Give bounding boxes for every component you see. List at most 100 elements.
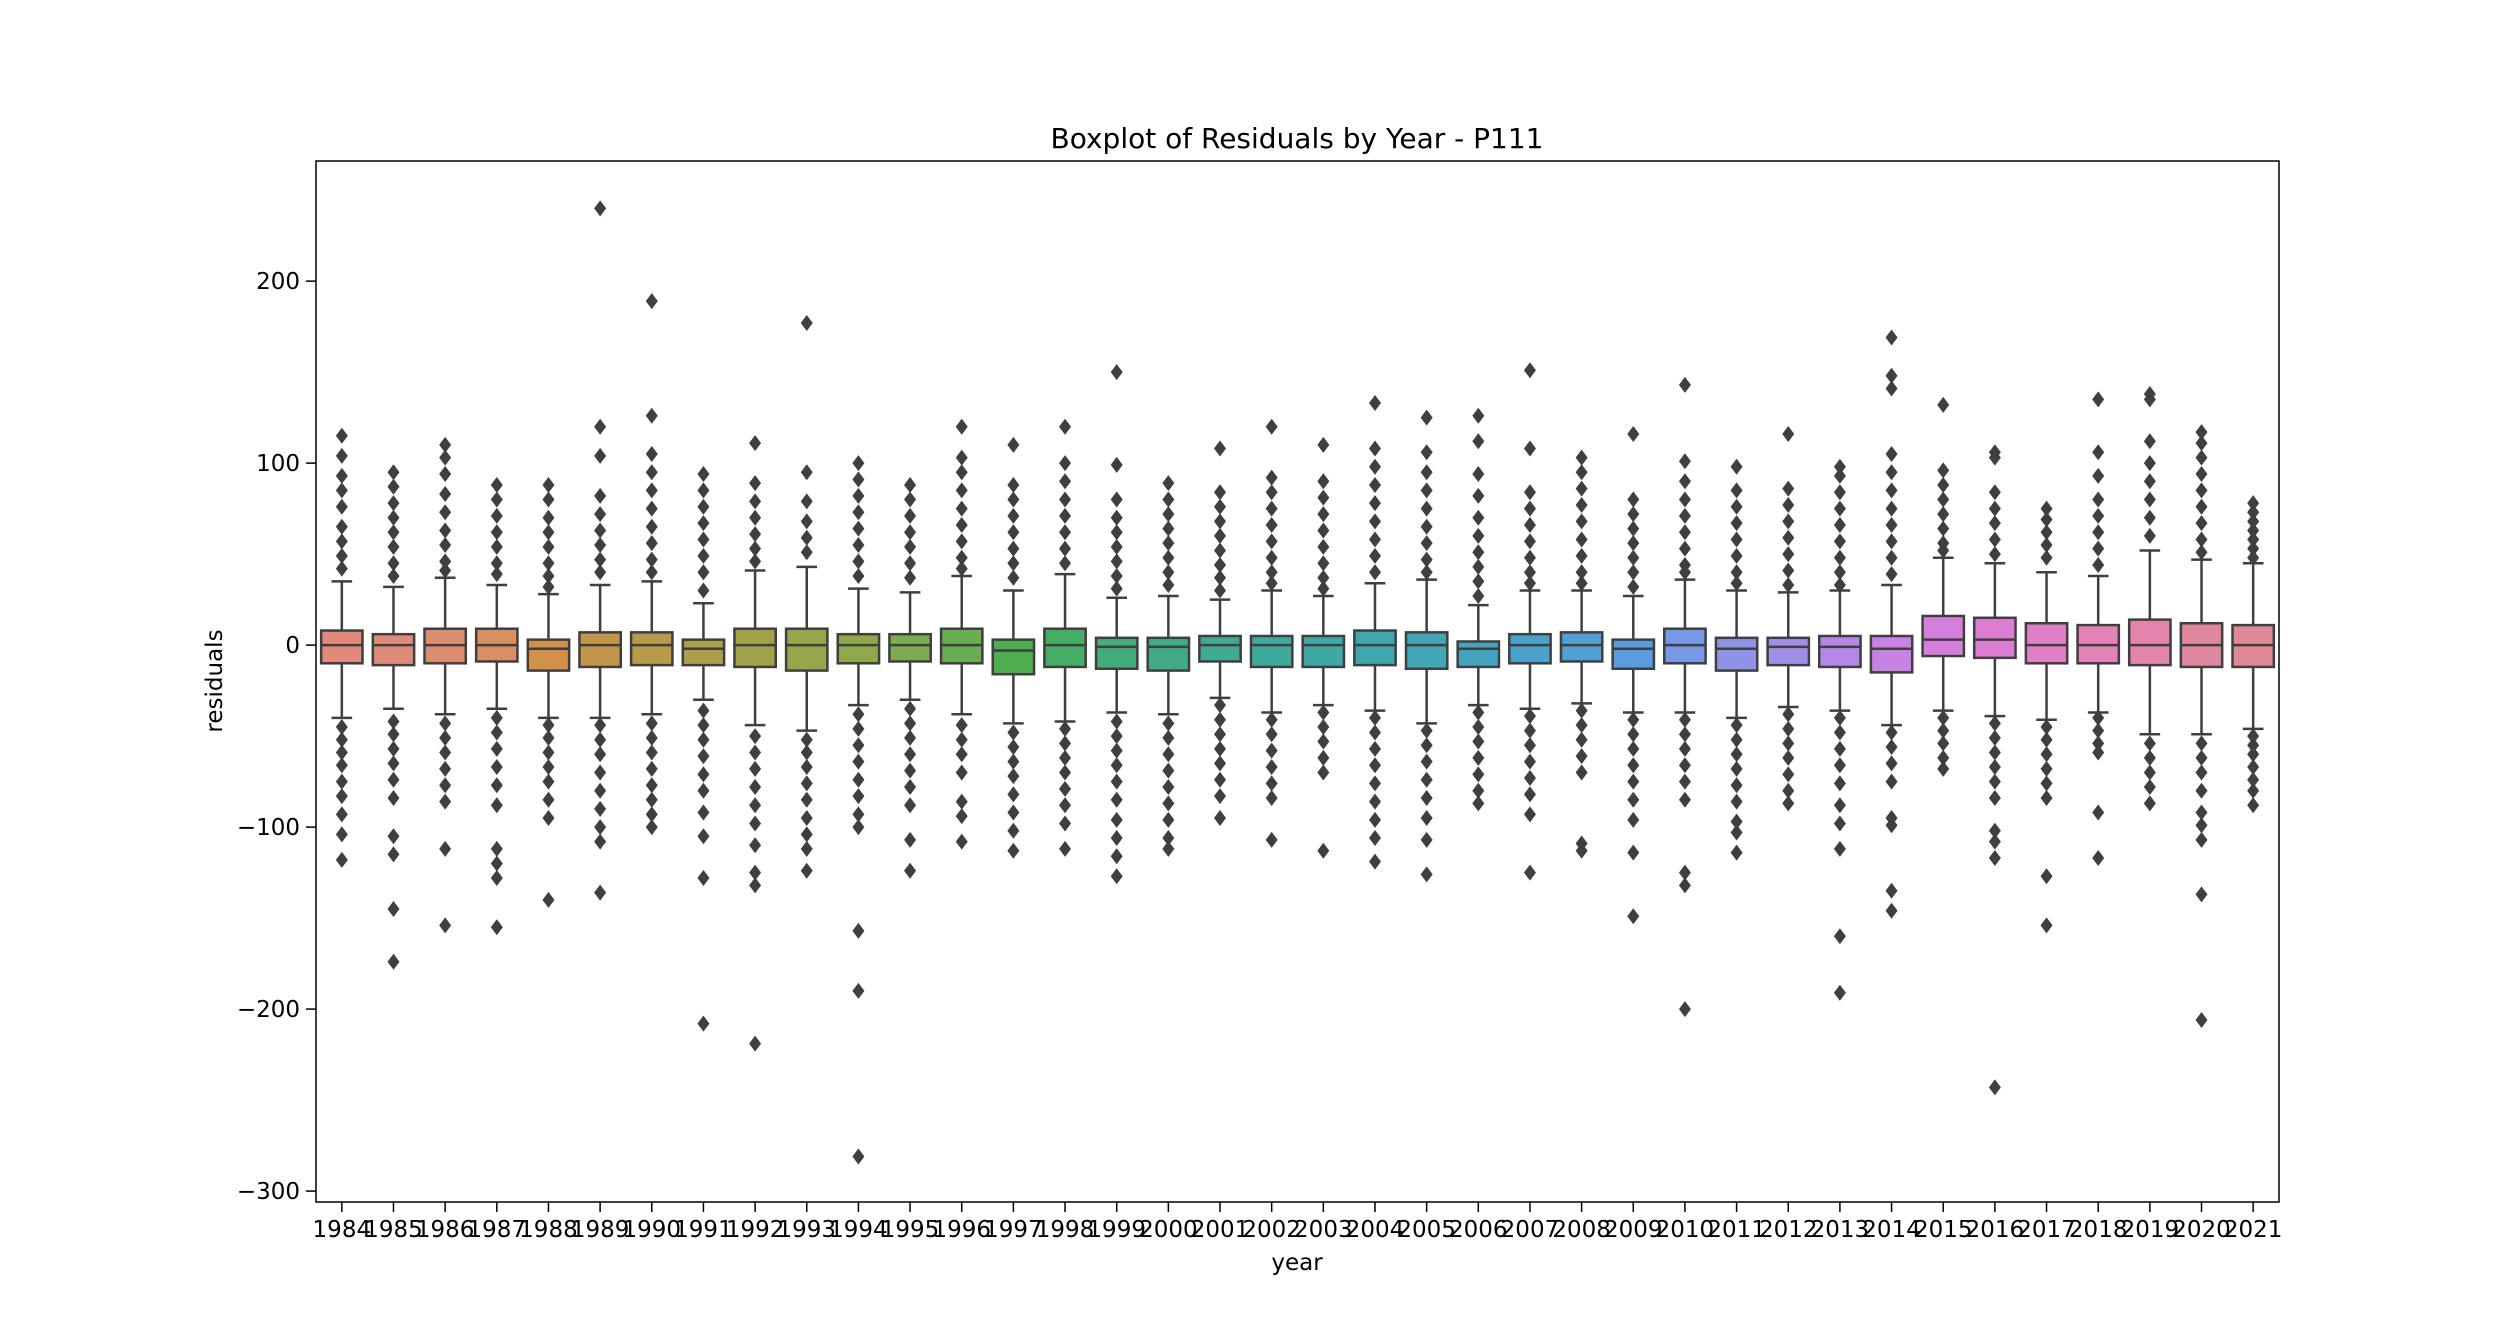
outlier-point — [904, 524, 917, 541]
outlier-point — [904, 746, 917, 763]
outlier-point — [1730, 547, 1743, 564]
outlier-point — [904, 729, 917, 746]
outlier-point — [645, 407, 658, 424]
outlier-point — [2092, 391, 2105, 408]
outlier-point — [594, 418, 607, 435]
outlier-point — [2092, 722, 2105, 739]
outlier-point — [2040, 537, 2053, 554]
outlier-point — [542, 891, 555, 908]
outlier-point — [852, 806, 865, 823]
outlier-point — [1059, 455, 1072, 472]
y-axis: 200 100 0 −100 −200 −300 — [237, 269, 316, 1205]
chart-title: Boxplot of Residuals by Year - P111 — [1051, 122, 1544, 155]
outlier-point — [490, 491, 503, 508]
outlier-point — [1988, 515, 2001, 532]
outlier-point — [542, 567, 555, 584]
outlier-point — [1007, 724, 1020, 741]
outlier-point — [1472, 733, 1485, 750]
outlier-point — [1214, 527, 1227, 544]
outlier-point — [1782, 425, 1795, 442]
outlier-point — [1368, 757, 1381, 774]
outlier-point — [1988, 531, 2001, 548]
outlier-point — [1265, 500, 1278, 517]
y-tick-label: 200 — [256, 269, 300, 295]
x-tick-label: 2020 — [2172, 1217, 2231, 1243]
box-iqr — [733, 627, 778, 669]
outlier-point — [594, 564, 607, 581]
outlier-point — [387, 828, 400, 845]
outlier-point — [1575, 464, 1588, 481]
x-tick-label: 1992 — [726, 1217, 785, 1243]
outlier-point — [490, 840, 503, 857]
outlier-point — [1833, 564, 1846, 581]
outlier-point — [490, 507, 503, 524]
box-2002 — [1249, 418, 1294, 848]
outlier-point — [1110, 757, 1123, 774]
outlier-point — [1368, 395, 1381, 412]
outlier-point — [1988, 833, 2001, 850]
x-tick-label: 2011 — [1707, 1217, 1766, 1243]
x-tick-label: 2012 — [1759, 1217, 1818, 1243]
outlier-point — [1110, 868, 1123, 885]
outlier-point — [1162, 491, 1175, 508]
outlier-point — [1059, 764, 1072, 781]
box-2008 — [1559, 449, 1604, 859]
outlier-point — [1059, 473, 1072, 490]
outlier-point — [697, 804, 710, 821]
box-2006 — [1456, 407, 1501, 812]
box-1989 — [578, 200, 623, 901]
outlier-point — [1885, 882, 1898, 899]
outlier-point — [490, 709, 503, 726]
outlier-point — [387, 567, 400, 584]
outlier-point — [1265, 775, 1278, 792]
outlier-point — [1782, 720, 1795, 737]
plot-frame — [315, 160, 2280, 1203]
outlier-point — [2092, 444, 2105, 461]
outlier-point — [387, 953, 400, 970]
box-2001 — [1198, 440, 1242, 826]
outlier-point — [542, 759, 555, 776]
outlier-point — [904, 700, 917, 717]
outlier-point — [852, 922, 865, 939]
outlier-point — [904, 476, 917, 493]
outlier-point — [749, 760, 762, 777]
outlier-point — [1782, 706, 1795, 723]
x-tick-label: 1996 — [932, 1217, 991, 1243]
box-iqr — [1456, 640, 1501, 669]
box-1988 — [526, 476, 571, 908]
outlier-point — [2247, 513, 2260, 530]
outlier-point — [1265, 533, 1278, 550]
outlier-point — [2092, 850, 2105, 867]
outlier-point — [1162, 715, 1175, 732]
outlier-point — [2247, 782, 2260, 799]
box-iqr — [1559, 631, 1604, 663]
outlier-point — [1678, 791, 1691, 808]
outlier-point — [1833, 533, 1846, 550]
box-iqr — [1921, 614, 1966, 658]
outlier-point — [697, 717, 710, 734]
outlier-point — [2092, 524, 2105, 541]
box-iqr — [1611, 638, 1656, 671]
outlier-point — [1368, 830, 1381, 847]
outlier-point — [1162, 506, 1175, 523]
outlier-point — [1007, 476, 1020, 493]
outlier-point — [800, 529, 813, 546]
outlier-point — [1110, 364, 1123, 381]
outlier-point — [594, 447, 607, 464]
box-1993 — [784, 314, 829, 879]
outlier-point — [1833, 724, 1846, 741]
outlier-point — [1575, 702, 1588, 719]
outlier-point — [1007, 540, 1020, 557]
outlier-point — [335, 851, 348, 868]
outlier-point — [1265, 742, 1278, 759]
outlier-point — [1007, 786, 1020, 803]
outlier-point — [490, 476, 503, 493]
outlier-point — [1988, 729, 2001, 746]
outlier-point — [490, 777, 503, 794]
outlier-point — [1937, 749, 1950, 766]
outlier-point — [1833, 740, 1846, 757]
outlier-point — [749, 493, 762, 510]
box-1999 — [1094, 364, 1139, 885]
outlier-point — [1059, 418, 1072, 435]
box-iqr — [681, 638, 726, 667]
